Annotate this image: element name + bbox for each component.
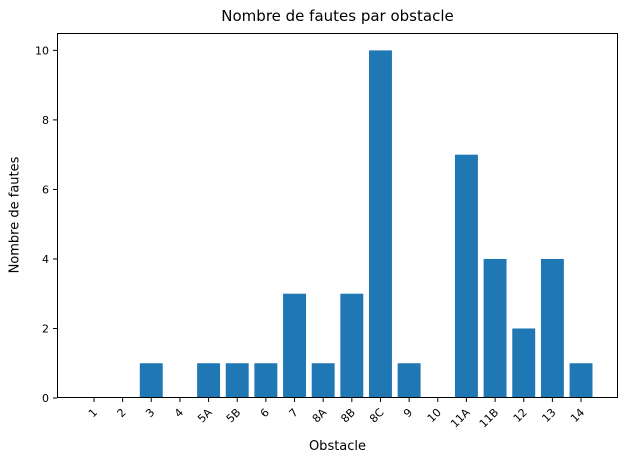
y-tick-label: 6: [42, 183, 49, 196]
plot-border: [57, 33, 618, 398]
bar-14: [569, 363, 593, 398]
y-tick-label: 0: [42, 392, 49, 405]
x-tick-label: 1: [86, 406, 100, 420]
x-tick-label: 8A: [310, 406, 330, 426]
bar-5B: [225, 363, 249, 398]
bar-8A: [311, 363, 335, 398]
x-tick-label: 5A: [195, 406, 215, 426]
x-tick-label: 11A: [448, 406, 473, 431]
y-tick-label: 4: [42, 253, 49, 266]
chart-title: Nombre de fautes par obstacle: [221, 7, 454, 25]
bar-7: [283, 293, 306, 398]
bar-5A: [197, 363, 221, 398]
bar-12: [512, 328, 536, 398]
bar-9: [397, 363, 421, 398]
x-tick-label: 6: [258, 406, 272, 420]
y-tick-label: 8: [42, 114, 49, 127]
x-tick-label: 7: [286, 406, 300, 420]
bar-8B: [340, 293, 364, 398]
x-tick-label: 9: [401, 406, 415, 420]
x-tick-label: 10: [425, 406, 444, 425]
bar-13: [540, 258, 564, 398]
bar-6: [254, 363, 278, 398]
bar-11B: [483, 258, 507, 398]
bar-11A: [454, 154, 478, 398]
x-tick-label: 11B: [477, 406, 501, 430]
bar-3: [139, 363, 163, 398]
x-tick-label: 4: [172, 406, 186, 420]
x-tick-label: 14: [568, 406, 587, 425]
y-tick-label: 2: [42, 322, 49, 335]
x-axis-label: Obstacle: [308, 439, 367, 454]
x-tick-label: 5B: [224, 406, 243, 425]
x-tick-label: 2: [115, 406, 129, 420]
x-tick-label: 3: [143, 406, 157, 420]
bar-8C: [369, 50, 392, 398]
x-tick-label: 12: [511, 406, 530, 425]
x-tick-label: 13: [539, 406, 558, 425]
x-tick-label: 8C: [367, 406, 387, 426]
y-tick-label: 10: [35, 44, 49, 57]
x-tick-label: 8B: [338, 406, 357, 425]
